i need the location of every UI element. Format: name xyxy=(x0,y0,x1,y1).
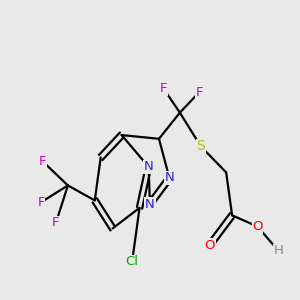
Text: H: H xyxy=(274,244,283,257)
Text: O: O xyxy=(252,220,263,233)
Text: F: F xyxy=(52,216,60,229)
Text: Cl: Cl xyxy=(126,256,139,268)
Text: N: N xyxy=(145,198,155,211)
Text: F: F xyxy=(37,196,45,209)
Text: F: F xyxy=(39,155,46,168)
Text: N: N xyxy=(164,172,174,184)
Text: F: F xyxy=(160,82,167,95)
Text: S: S xyxy=(196,139,205,153)
Text: F: F xyxy=(196,85,203,99)
Text: N: N xyxy=(144,160,153,173)
Text: O: O xyxy=(205,239,215,252)
